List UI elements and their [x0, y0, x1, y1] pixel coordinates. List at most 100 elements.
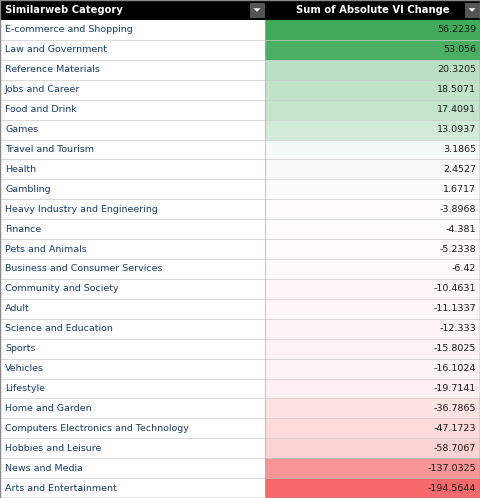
- Bar: [265, 199, 480, 219]
- Text: 56.2239: 56.2239: [437, 25, 476, 34]
- Bar: [265, 139, 480, 159]
- Text: Hobbies and Leisure: Hobbies and Leisure: [5, 444, 101, 453]
- Bar: [265, 398, 480, 418]
- Bar: [0, 478, 265, 498]
- Bar: [0, 120, 265, 139]
- Bar: [0, 40, 265, 60]
- Text: 20.3205: 20.3205: [437, 65, 476, 74]
- Bar: [265, 80, 480, 100]
- Text: Business and Consumer Services: Business and Consumer Services: [5, 264, 163, 273]
- Text: Home and Garden: Home and Garden: [5, 404, 92, 413]
- Text: Jobs and Career: Jobs and Career: [5, 85, 80, 94]
- Text: Community and Society: Community and Society: [5, 284, 119, 293]
- Bar: [0, 0, 480, 20]
- Bar: [0, 239, 265, 259]
- Bar: [0, 259, 265, 279]
- Text: 2.4527: 2.4527: [443, 165, 476, 174]
- Bar: [265, 279, 480, 299]
- Bar: [0, 339, 265, 359]
- Bar: [265, 120, 480, 139]
- Text: -12.333: -12.333: [439, 324, 476, 333]
- Polygon shape: [253, 8, 261, 12]
- Text: -15.8025: -15.8025: [433, 344, 476, 353]
- Bar: [0, 438, 265, 458]
- Bar: [0, 378, 265, 398]
- Bar: [265, 458, 480, 478]
- Bar: [265, 20, 480, 40]
- Text: Computers Electronics and Technology: Computers Electronics and Technology: [5, 424, 189, 433]
- Bar: [0, 80, 265, 100]
- Bar: [265, 438, 480, 458]
- Text: 13.0937: 13.0937: [437, 125, 476, 134]
- Bar: [0, 398, 265, 418]
- Bar: [0, 199, 265, 219]
- Bar: [0, 418, 265, 438]
- Text: Health: Health: [5, 165, 36, 174]
- Text: -36.7865: -36.7865: [433, 404, 476, 413]
- Text: 18.5071: 18.5071: [437, 85, 476, 94]
- Text: -16.1024: -16.1024: [433, 364, 476, 373]
- Bar: [0, 179, 265, 199]
- Text: -137.0325: -137.0325: [427, 464, 476, 473]
- Bar: [0, 458, 265, 478]
- Text: Lifestyle: Lifestyle: [5, 384, 45, 393]
- Text: Reference Materials: Reference Materials: [5, 65, 100, 74]
- Bar: [265, 40, 480, 60]
- Bar: [265, 179, 480, 199]
- Bar: [265, 478, 480, 498]
- Text: E-commerce and Shopping: E-commerce and Shopping: [5, 25, 133, 34]
- Bar: [265, 339, 480, 359]
- Bar: [265, 259, 480, 279]
- Bar: [265, 359, 480, 378]
- Bar: [0, 139, 265, 159]
- Text: Finance: Finance: [5, 225, 41, 234]
- Bar: [0, 159, 265, 179]
- Bar: [0, 319, 265, 339]
- Text: Arts and Entertainment: Arts and Entertainment: [5, 484, 117, 493]
- Text: Adult: Adult: [5, 304, 30, 313]
- Bar: [465, 3, 479, 17]
- Text: 53.056: 53.056: [443, 45, 476, 54]
- Text: Food and Drink: Food and Drink: [5, 105, 77, 114]
- Text: News and Media: News and Media: [5, 464, 83, 473]
- Bar: [265, 100, 480, 120]
- Polygon shape: [468, 8, 476, 12]
- Text: Games: Games: [5, 125, 38, 134]
- Text: -19.7141: -19.7141: [433, 384, 476, 393]
- Bar: [265, 299, 480, 319]
- Bar: [250, 3, 264, 17]
- Bar: [0, 20, 265, 40]
- Text: Heavy Industry and Engineering: Heavy Industry and Engineering: [5, 205, 158, 214]
- Bar: [0, 279, 265, 299]
- Text: -11.1337: -11.1337: [433, 304, 476, 313]
- Bar: [0, 299, 265, 319]
- Text: -5.2338: -5.2338: [439, 245, 476, 253]
- Bar: [0, 60, 265, 80]
- Bar: [265, 418, 480, 438]
- Text: Gambling: Gambling: [5, 185, 50, 194]
- Bar: [265, 319, 480, 339]
- Text: 3.1865: 3.1865: [443, 145, 476, 154]
- Text: Science and Education: Science and Education: [5, 324, 113, 333]
- Text: -3.8968: -3.8968: [440, 205, 476, 214]
- Text: -47.1723: -47.1723: [433, 424, 476, 433]
- Text: Sports: Sports: [5, 344, 36, 353]
- Bar: [0, 219, 265, 239]
- Text: -58.7067: -58.7067: [433, 444, 476, 453]
- Bar: [265, 159, 480, 179]
- Bar: [265, 239, 480, 259]
- Bar: [265, 60, 480, 80]
- Text: Similarweb Category: Similarweb Category: [5, 5, 123, 15]
- Text: -4.381: -4.381: [445, 225, 476, 234]
- Text: 1.6717: 1.6717: [443, 185, 476, 194]
- Text: Law and Government: Law and Government: [5, 45, 107, 54]
- Bar: [265, 219, 480, 239]
- Text: -194.5644: -194.5644: [428, 484, 476, 493]
- Text: -10.4631: -10.4631: [433, 284, 476, 293]
- Bar: [0, 100, 265, 120]
- Text: Pets and Animals: Pets and Animals: [5, 245, 87, 253]
- Bar: [0, 359, 265, 378]
- Bar: [265, 378, 480, 398]
- Text: 17.4091: 17.4091: [437, 105, 476, 114]
- Text: Sum of Absolute VI Change: Sum of Absolute VI Change: [296, 5, 449, 15]
